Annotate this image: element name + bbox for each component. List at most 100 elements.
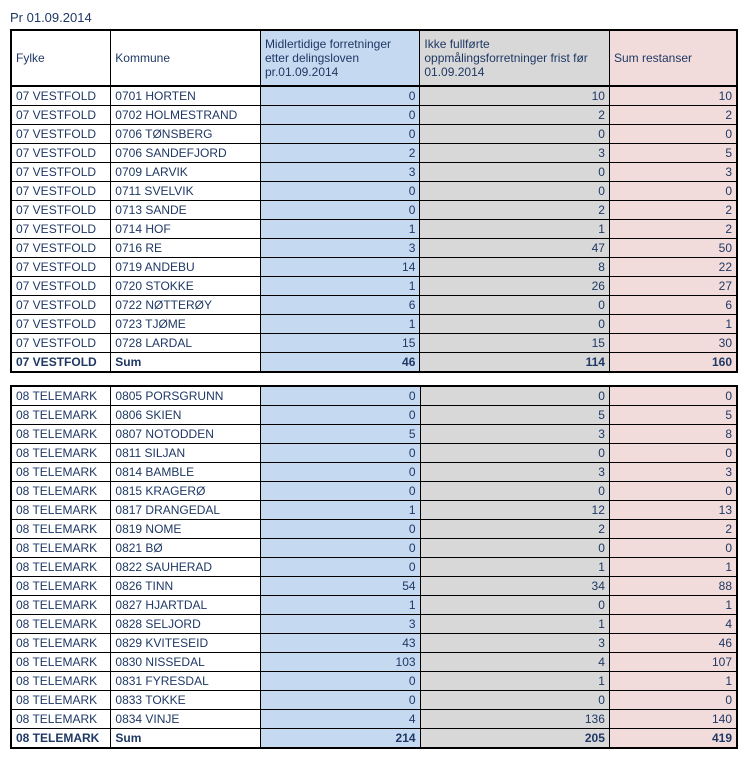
cell: 0830 NISSEDAL (111, 653, 261, 672)
cell: 07 VESTFOLD (11, 239, 111, 258)
sum-row: 08 TELEMARKSum214205419 (11, 729, 737, 749)
data-table: 08 TELEMARK0805 PORSGRUNN00008 TELEMARK0… (10, 385, 738, 749)
cell: 08 TELEMARK (11, 520, 111, 539)
cell: 08 TELEMARK (11, 539, 111, 558)
sum-cell: 205 (420, 729, 609, 749)
table-row: 07 VESTFOLD0728 LARDAL151530 (11, 334, 737, 353)
cell: 0 (609, 386, 737, 406)
page-title: Pr 01.09.2014 (10, 10, 740, 25)
sum-cell: Sum (111, 729, 261, 749)
cell: 1 (420, 672, 609, 691)
cell: 0 (420, 691, 609, 710)
table-row: 07 VESTFOLD0720 STOKKE12627 (11, 277, 737, 296)
sum-cell: 46 (260, 353, 419, 373)
table-row: 07 VESTFOLD0714 HOF112 (11, 220, 737, 239)
cell: 0833 TOKKE (111, 691, 261, 710)
table-row: 08 TELEMARK0806 SKIEN055 (11, 406, 737, 425)
cell: 0 (260, 86, 419, 106)
cell: 07 VESTFOLD (11, 315, 111, 334)
cell: 0817 DRANGEDAL (111, 501, 261, 520)
table-row: 07 VESTFOLD0701 HORTEN01010 (11, 86, 737, 106)
cell: 1 (609, 558, 737, 577)
cell: 07 VESTFOLD (11, 258, 111, 277)
cell: 0701 HORTEN (111, 86, 261, 106)
cell: 54 (261, 577, 420, 596)
cell: 10 (420, 86, 610, 106)
cell: 0 (420, 163, 610, 182)
cell: 0716 RE (111, 239, 261, 258)
cell: 2 (420, 201, 610, 220)
cell: 0811 SILJAN (111, 444, 261, 463)
cell: 8 (420, 258, 610, 277)
cell: 107 (609, 653, 737, 672)
cell: 10 (609, 86, 737, 106)
table-row: 08 TELEMARK0834 VINJE4136140 (11, 710, 737, 729)
cell: 26 (420, 277, 610, 296)
table-row: 07 VESTFOLD0713 SANDE022 (11, 201, 737, 220)
cell: 12 (420, 501, 609, 520)
cell: 0819 NOME (111, 520, 261, 539)
table-row: 08 TELEMARK0822 SAUHERAD011 (11, 558, 737, 577)
cell: 07 VESTFOLD (11, 296, 111, 315)
cell: 08 TELEMARK (11, 558, 111, 577)
cell: 0722 NØTTERØY (111, 296, 261, 315)
cell: 2 (609, 220, 737, 239)
cell: 08 TELEMARK (11, 577, 111, 596)
cell: 1 (420, 615, 609, 634)
cell: 0702 HOLMESTRAND (111, 106, 261, 125)
column-header: Kommune (111, 30, 261, 86)
cell: 0 (609, 125, 737, 144)
table-row: 08 TELEMARK0811 SILJAN000 (11, 444, 737, 463)
cell: 0723 TJØME (111, 315, 261, 334)
cell: 0 (261, 482, 420, 501)
cell: 1 (420, 220, 610, 239)
cell: 07 VESTFOLD (11, 201, 111, 220)
cell: 1 (609, 672, 737, 691)
table-row: 07 VESTFOLD0716 RE34750 (11, 239, 737, 258)
cell: 0706 TØNSBERG (111, 125, 261, 144)
cell: 0 (609, 182, 737, 201)
cell: 0831 FYRESDAL (111, 672, 261, 691)
table-row: 08 TELEMARK0819 NOME022 (11, 520, 737, 539)
cell: 0 (261, 672, 420, 691)
cell: 0713 SANDE (111, 201, 261, 220)
cell: 0828 SELJORD (111, 615, 261, 634)
table-row: 07 VESTFOLD0711 SVELVIK000 (11, 182, 737, 201)
cell: 5 (420, 406, 609, 425)
cell: 103 (261, 653, 420, 672)
cell: 0805 PORSGRUNN (111, 386, 261, 406)
cell: 3 (609, 463, 737, 482)
table-row: 08 TELEMARK0817 DRANGEDAL11213 (11, 501, 737, 520)
cell: 27 (609, 277, 737, 296)
cell: 3 (260, 163, 419, 182)
table-row: 08 TELEMARK0828 SELJORD314 (11, 615, 737, 634)
cell: 3 (420, 634, 609, 653)
cell: 08 TELEMARK (11, 596, 111, 615)
table-row: 08 TELEMARK0826 TINN543488 (11, 577, 737, 596)
cell: 08 TELEMARK (11, 386, 111, 406)
sum-cell: 419 (609, 729, 737, 749)
cell: 4 (261, 710, 420, 729)
cell: 0 (420, 315, 610, 334)
cell: 08 TELEMARK (11, 710, 111, 729)
table-row: 08 TELEMARK0821 BØ000 (11, 539, 737, 558)
cell: 07 VESTFOLD (11, 334, 111, 353)
cell: 07 VESTFOLD (11, 86, 111, 106)
cell: 0807 NOTODDEN (111, 425, 261, 444)
cell: 8 (609, 425, 737, 444)
cell: 0 (260, 106, 419, 125)
cell: 0 (261, 463, 420, 482)
cell: 22 (609, 258, 737, 277)
cell: 1 (261, 501, 420, 520)
cell: 07 VESTFOLD (11, 106, 111, 125)
cell: 08 TELEMARK (11, 691, 111, 710)
cell: 0706 SANDEFJORD (111, 144, 261, 163)
cell: 07 VESTFOLD (11, 220, 111, 239)
cell: 15 (420, 334, 610, 353)
table-row: 07 VESTFOLD0706 SANDEFJORD235 (11, 144, 737, 163)
cell: 1 (261, 596, 420, 615)
table-row: 07 VESTFOLD0702 HOLMESTRAND022 (11, 106, 737, 125)
cell: 1 (609, 596, 737, 615)
cell: 140 (609, 710, 737, 729)
cell: 5 (609, 144, 737, 163)
